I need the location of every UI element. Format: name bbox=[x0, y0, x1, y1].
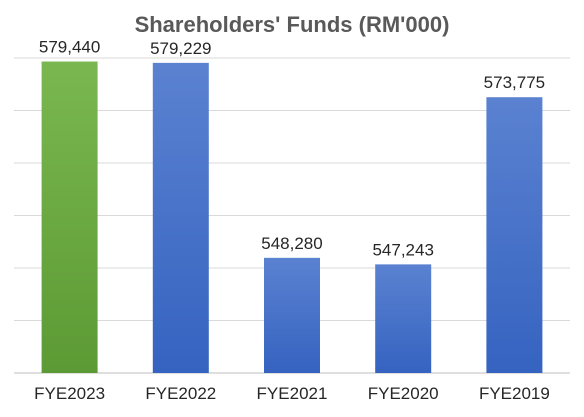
bar-fye2021 bbox=[264, 257, 320, 373]
x-tick-label-fye2022: FYE2022 bbox=[145, 384, 216, 403]
data-label-fye2021: 548,280 bbox=[261, 234, 322, 253]
data-label-fye2022: 579,229 bbox=[150, 39, 211, 58]
x-tick-label-fye2021: FYE2021 bbox=[257, 384, 328, 403]
x-tick-label-fye2019: FYE2019 bbox=[479, 384, 550, 403]
bars bbox=[41, 61, 543, 373]
data-label-fye2020: 547,243 bbox=[372, 240, 433, 259]
x-tick-labels: FYE2023 FYE2022 FYE2021 FYE2020 FYE2019 bbox=[34, 384, 550, 403]
bar-fye2020 bbox=[375, 264, 432, 373]
bar-fye2022 bbox=[152, 62, 209, 373]
x-tick-label-fye2023: FYE2023 bbox=[34, 384, 105, 403]
x-tick-label-fye2020: FYE2020 bbox=[368, 384, 439, 403]
bar-fye2023 bbox=[41, 61, 98, 373]
data-label-fye2023: 579,440 bbox=[39, 38, 100, 57]
data-labels: 579,440 579,229 548,280 547,243 573,775 bbox=[39, 38, 545, 260]
chart-title: Shareholders' Funds (RM'000) bbox=[134, 12, 450, 37]
data-label-fye2019: 573,775 bbox=[484, 73, 545, 92]
bar-fye2019 bbox=[486, 97, 543, 373]
